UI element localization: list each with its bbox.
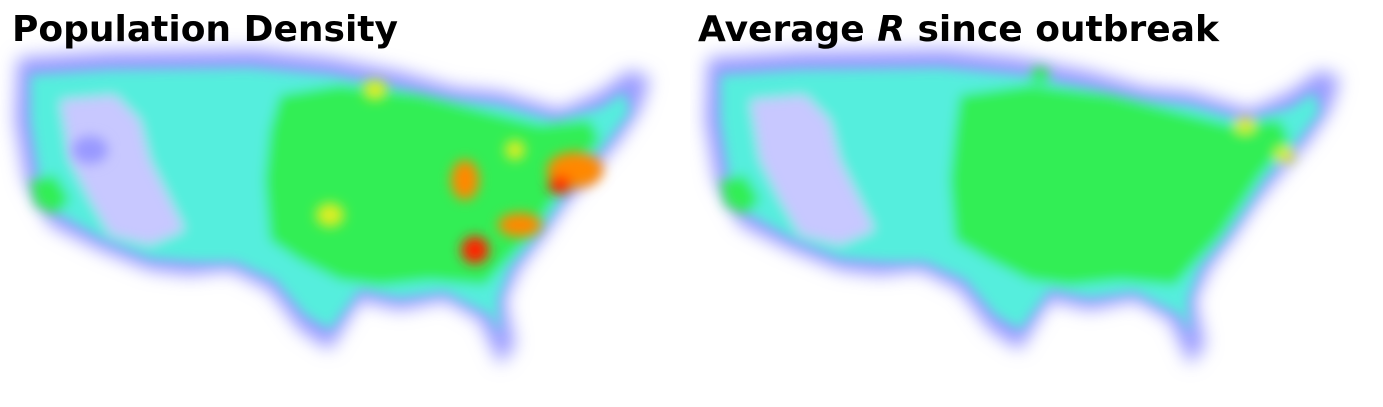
- population-density-title: Population Density: [12, 9, 398, 50]
- average-r-heatmap: [705, 50, 1340, 365]
- average-r-title-prefix: Average: [698, 9, 878, 50]
- ohio-valley-hotspot: [451, 160, 479, 200]
- population-density-panel: Population Density: [0, 0, 690, 407]
- northeast-core: [548, 176, 572, 194]
- population-density-heatmap: [15, 50, 650, 365]
- texas-hotspot: [316, 203, 344, 227]
- midwest-hotspot-r: [1030, 67, 1050, 83]
- midwest-hotspot: [363, 80, 387, 100]
- average-r-title-suffix: since outbreak: [904, 9, 1219, 50]
- west-hotspot: [72, 136, 108, 164]
- northeast-hotspot-r: [1275, 147, 1295, 163]
- average-r-title: Average R since outbreak: [698, 8, 1219, 52]
- carolinas-hotspot: [498, 213, 542, 237]
- atlanta-hotspot: [461, 236, 489, 264]
- great-lakes-hotspot-r: [1235, 117, 1255, 133]
- average-r-panel: Average R since outbreak: [690, 0, 1380, 407]
- great-lakes-hotspot: [505, 140, 525, 160]
- average-r-title-symbol: R: [877, 9, 905, 50]
